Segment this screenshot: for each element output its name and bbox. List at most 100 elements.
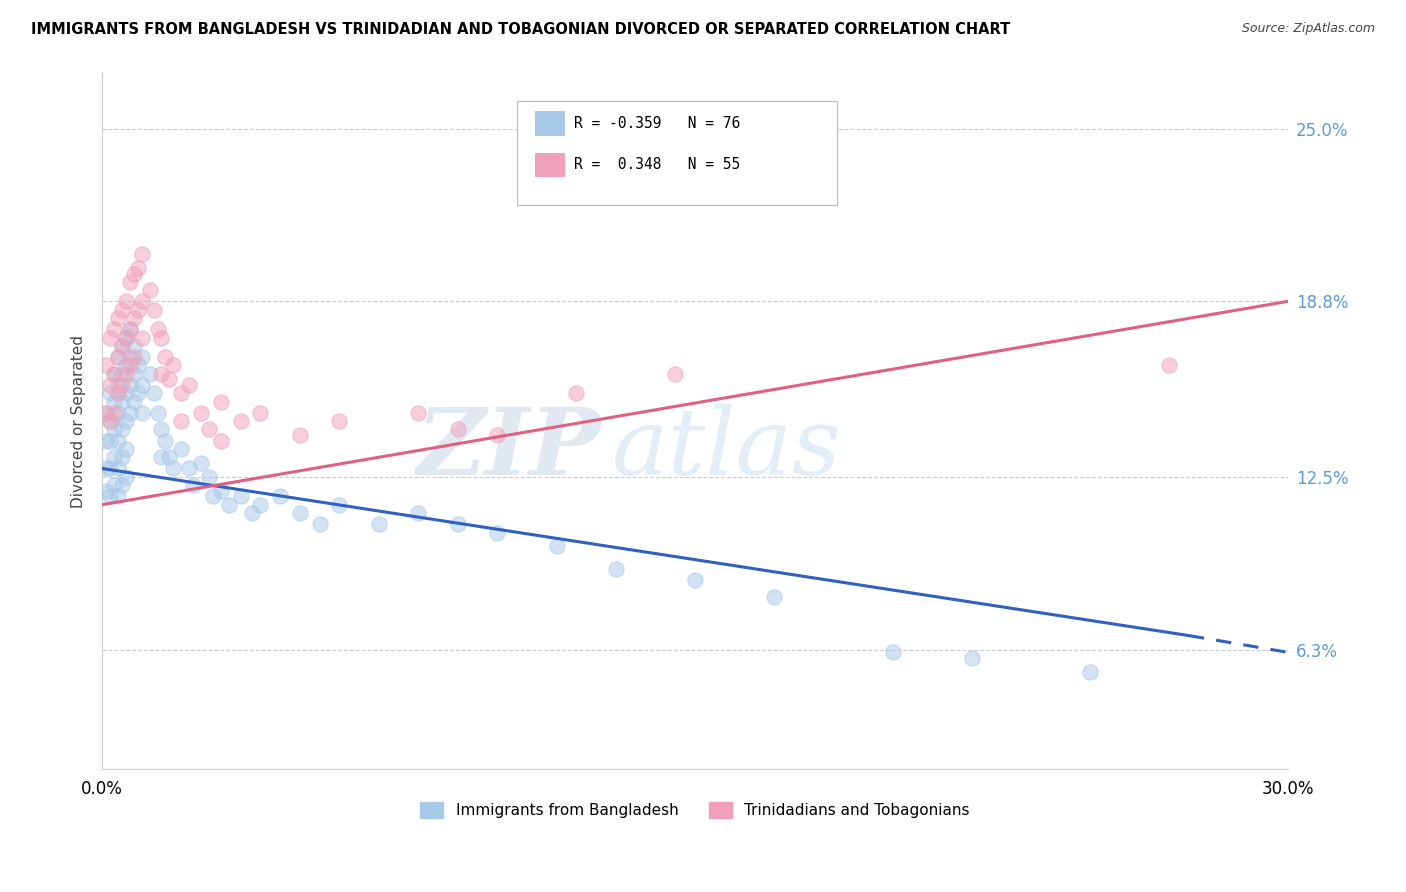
Point [131, 294, 153, 309]
Bar [534, 112, 565, 136]
Point [122, 350, 145, 364]
Point [179, 461, 201, 475]
Text: ZIP: ZIP [416, 404, 600, 494]
Bar [534, 153, 565, 178]
Point [1078, 665, 1101, 679]
Point [190, 406, 212, 420]
Text: atlas: atlas [612, 404, 842, 494]
Point [115, 442, 138, 456]
Text: R =  0.348   N = 55: R = 0.348 N = 55 [574, 157, 741, 172]
Point [142, 302, 165, 317]
Point [131, 378, 153, 392]
Point [960, 651, 983, 665]
Point [98, 414, 121, 428]
Point [103, 322, 125, 336]
Point [98, 330, 121, 344]
Point [118, 322, 141, 336]
Point [111, 422, 134, 436]
Point [328, 414, 350, 428]
Point [103, 450, 125, 465]
Point [107, 461, 129, 475]
Point [157, 372, 180, 386]
Point [118, 359, 141, 373]
Point [181, 478, 204, 492]
Point [162, 461, 184, 475]
Point [131, 247, 153, 261]
Point [122, 367, 145, 381]
Point [107, 350, 129, 364]
Point [96, 461, 118, 475]
Text: IMMIGRANTS FROM BANGLADESH VS TRINIDADIAN AND TOBAGONIAN DIVORCED OR SEPARATED C: IMMIGRANTS FROM BANGLADESH VS TRINIDADIA… [31, 22, 1010, 37]
Point [179, 378, 201, 392]
Point [150, 330, 173, 344]
Point [122, 394, 145, 409]
Point [111, 378, 134, 392]
Point [723, 149, 745, 163]
Point [447, 422, 470, 436]
Point [155, 350, 177, 364]
Point [107, 311, 129, 326]
Point [115, 386, 138, 401]
Point [103, 422, 125, 436]
Point [486, 525, 509, 540]
Point [683, 573, 706, 587]
Point [115, 414, 138, 428]
Point [170, 386, 193, 401]
Point [218, 498, 240, 512]
Point [229, 414, 252, 428]
Point [115, 470, 138, 484]
Point [107, 350, 129, 364]
Point [565, 386, 588, 401]
Point [115, 359, 138, 373]
Point [127, 260, 149, 275]
Point [408, 406, 430, 420]
Point [103, 394, 125, 409]
Point [150, 422, 173, 436]
Point [96, 406, 118, 420]
Point [127, 302, 149, 317]
Point [103, 367, 125, 381]
Point [111, 367, 134, 381]
Point [96, 434, 118, 448]
Point [288, 428, 311, 442]
Point [103, 406, 125, 420]
Point [190, 456, 212, 470]
Point [96, 359, 118, 373]
Point [115, 330, 138, 344]
Point [882, 645, 904, 659]
Point [122, 339, 145, 353]
Point [96, 483, 118, 498]
Point [162, 359, 184, 373]
Point [157, 450, 180, 465]
Point [103, 478, 125, 492]
Point [209, 483, 232, 498]
Point [122, 311, 145, 326]
Text: Source: ZipAtlas.com: Source: ZipAtlas.com [1241, 22, 1375, 36]
Point [98, 489, 121, 503]
Point [146, 406, 169, 420]
Point [367, 517, 389, 532]
Legend: Immigrants from Bangladesh, Trinidadians and Tobagonians: Immigrants from Bangladesh, Trinidadians… [415, 797, 976, 824]
Point [118, 275, 141, 289]
Point [209, 394, 232, 409]
Point [122, 267, 145, 281]
Point [229, 489, 252, 503]
Point [107, 406, 129, 420]
Point [146, 322, 169, 336]
Point [328, 498, 350, 512]
Point [98, 461, 121, 475]
Point [155, 434, 177, 448]
Point [98, 434, 121, 448]
Point [118, 406, 141, 420]
Point [98, 386, 121, 401]
Point [198, 470, 221, 484]
Point [111, 478, 134, 492]
Point [115, 294, 138, 309]
Point [1159, 359, 1181, 373]
Point [98, 378, 121, 392]
Point [170, 442, 193, 456]
Point [127, 359, 149, 373]
Point [605, 562, 627, 576]
Point [107, 434, 129, 448]
Point [96, 406, 118, 420]
